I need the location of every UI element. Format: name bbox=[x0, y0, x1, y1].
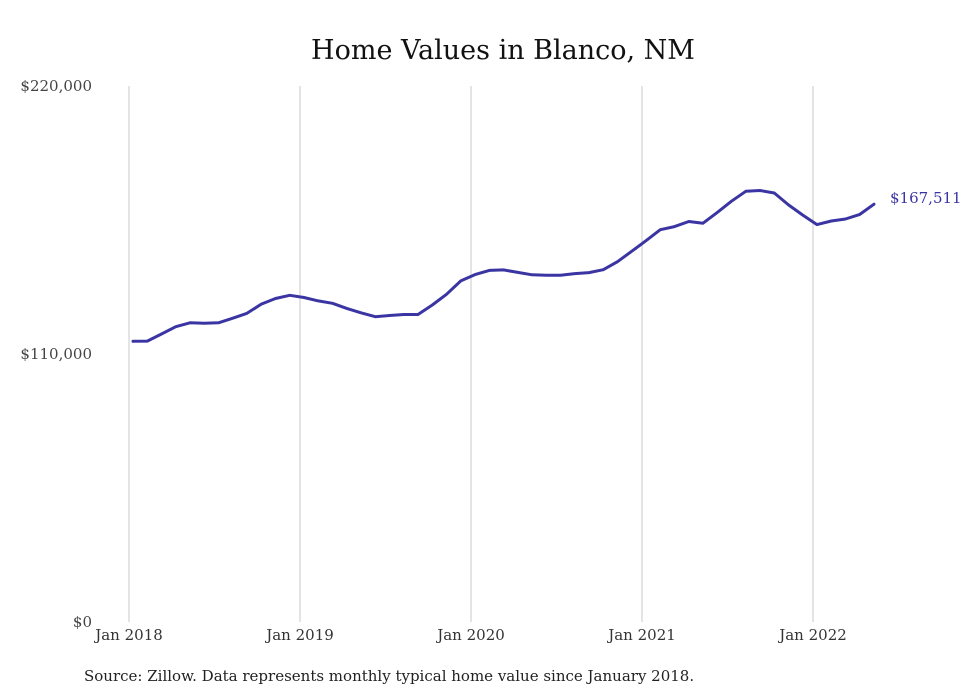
end-value-label: $167,511 bbox=[890, 189, 962, 207]
x-tick-label: Jan 2022 bbox=[777, 626, 847, 644]
series-line bbox=[131, 189, 876, 343]
y-axis-tick-labels: $0 $110,000 $220,000 bbox=[20, 77, 92, 631]
chart-title: Home Values in Blanco, NM bbox=[311, 35, 695, 66]
y-tick-label: $110,000 bbox=[20, 345, 92, 363]
vertical-gridlines bbox=[128, 86, 814, 622]
y-tick-label: $220,000 bbox=[20, 77, 92, 95]
x-tick-label: Jan 2021 bbox=[606, 626, 676, 644]
y-tick-label: $0 bbox=[73, 613, 92, 631]
x-tick-label: Jan 2018 bbox=[93, 626, 163, 644]
x-axis-tick-labels: Jan 2018 Jan 2019 Jan 2020 Jan 2021 Jan 2022 bbox=[93, 626, 847, 644]
x-tick-label: Jan 2019 bbox=[264, 626, 334, 644]
x-tick-label: Jan 2020 bbox=[435, 626, 505, 644]
source-note: Source: Zillow. Data represents monthly … bbox=[84, 667, 695, 685]
series-group bbox=[131, 189, 876, 343]
end-value-label-group: $167,511 bbox=[890, 189, 962, 207]
